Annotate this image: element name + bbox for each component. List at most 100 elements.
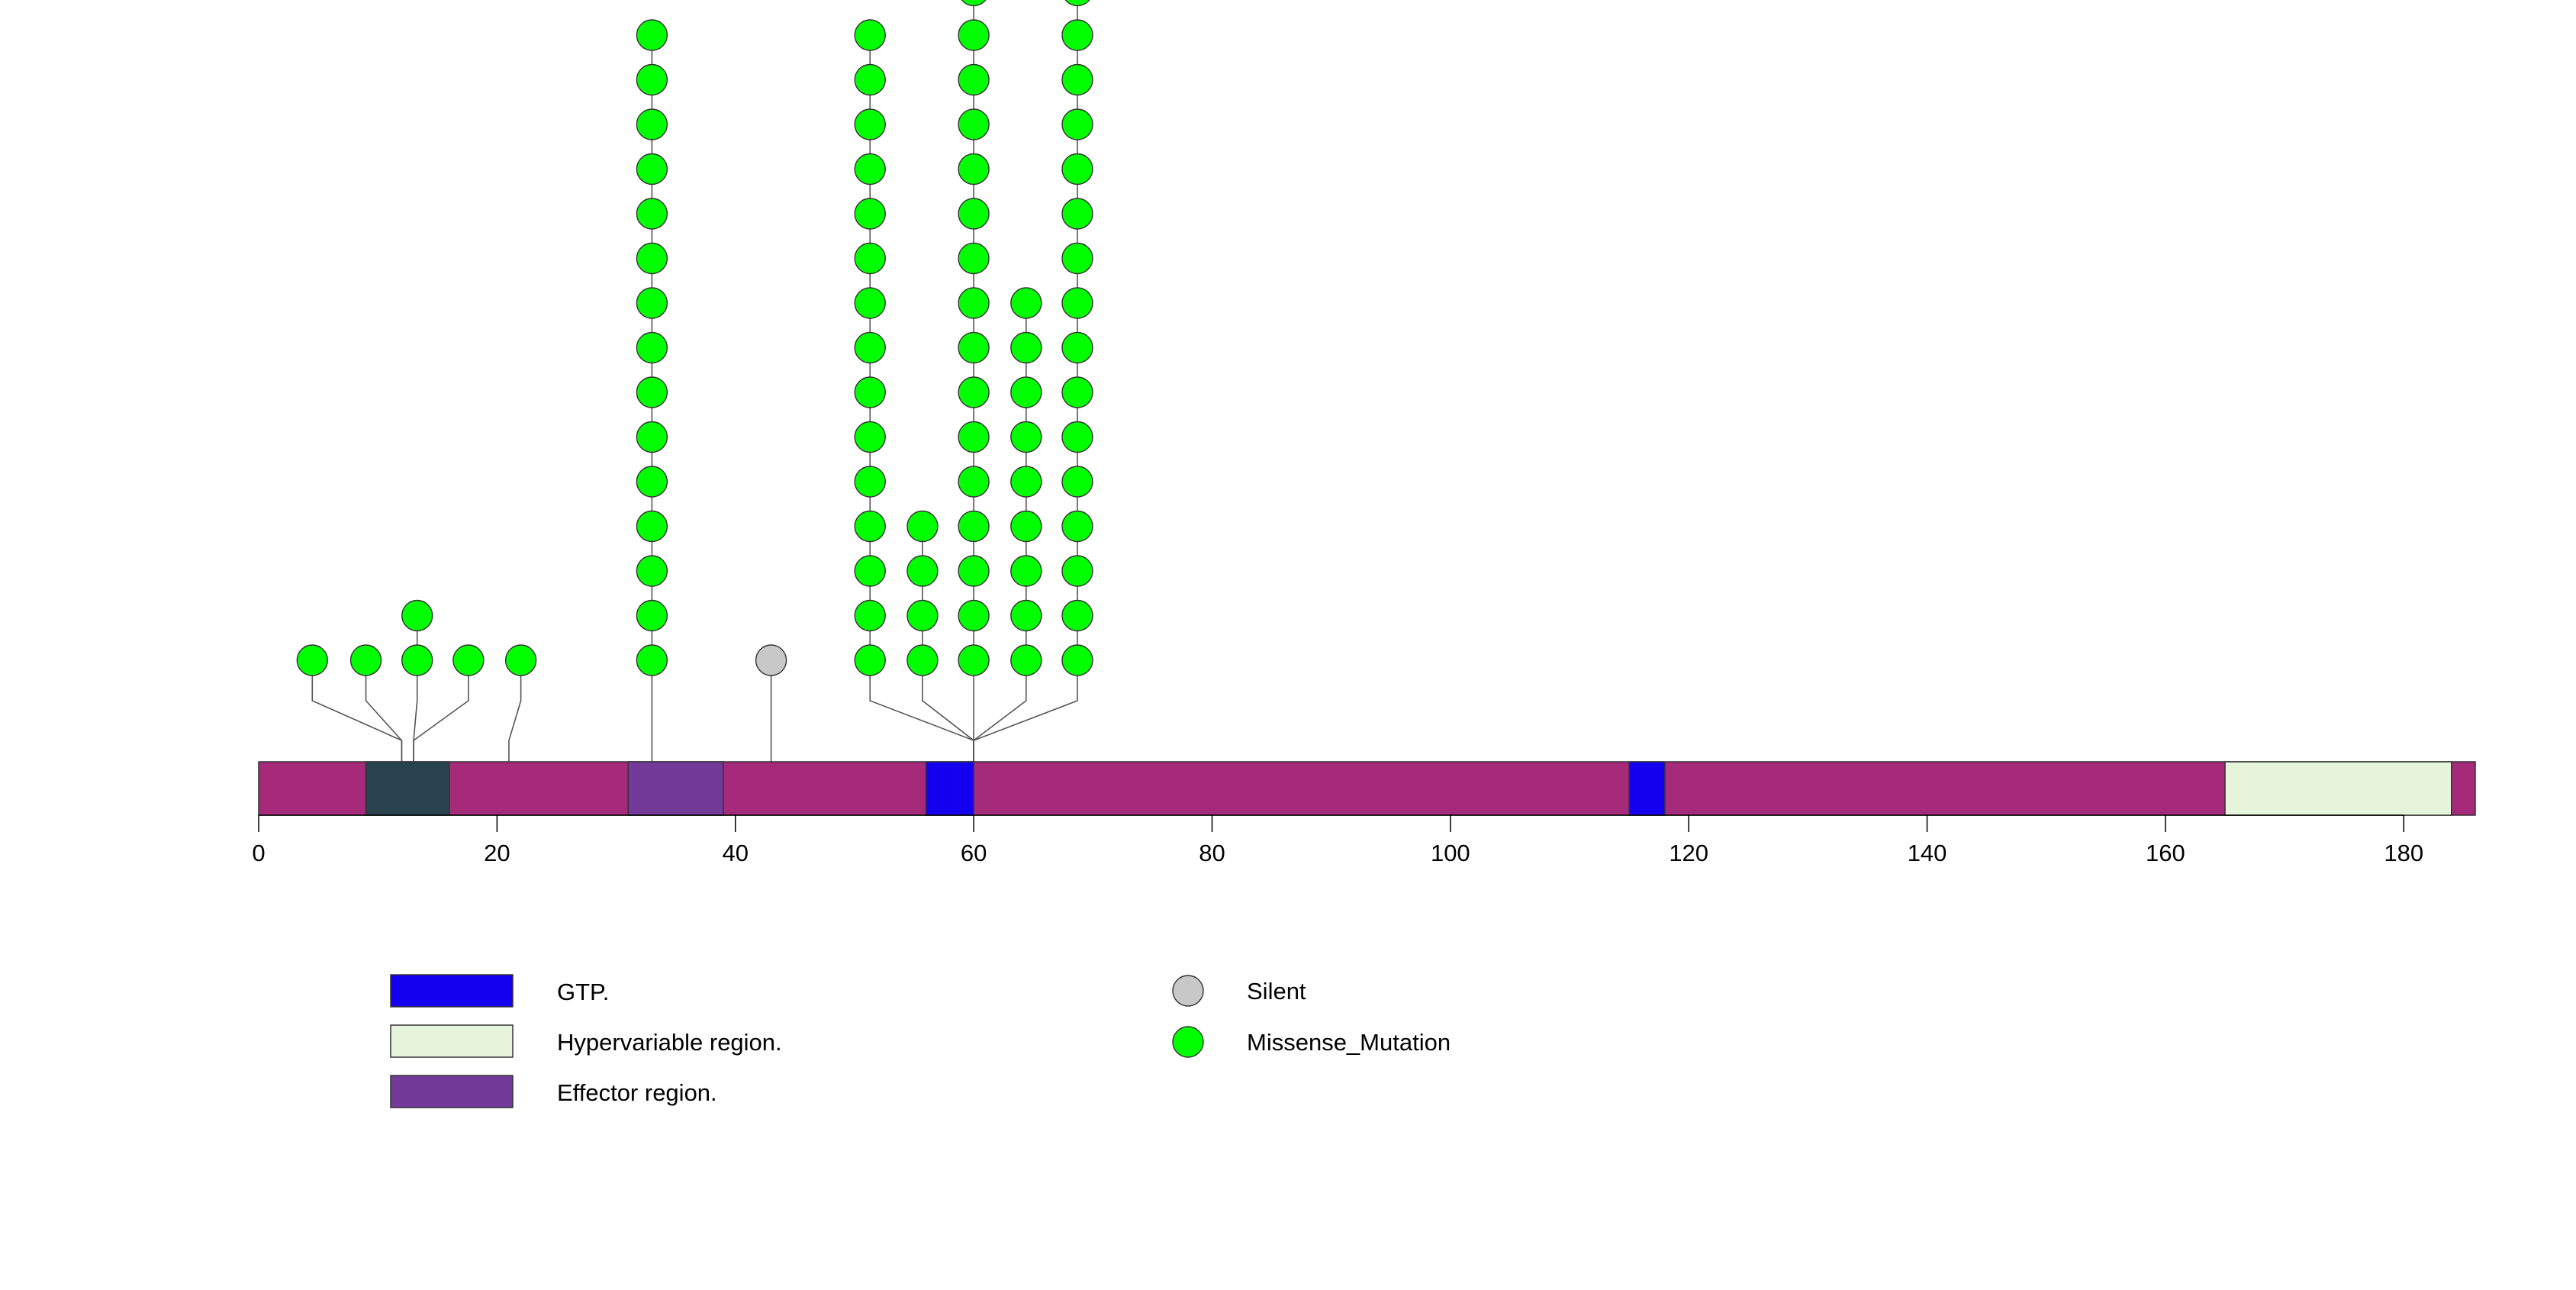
mutation-dot-missense-mutation [1061,331,1093,364]
legend-marker-missense-mutation [1172,1026,1204,1058]
mutation-dot-missense-mutation [1061,153,1093,185]
mutation-dot-missense-mutation [854,555,886,587]
mutation-dot-missense-mutation [1010,555,1042,587]
mutation-dot-missense-mutation [636,376,668,408]
x-axis: 0 20 40 60 80 100 120 140 160 180 [252,814,2423,866]
mutation-dot-missense-mutation [1010,466,1042,498]
mutation-dot-missense-mutation [636,108,668,140]
legend-swatch-effector-region [390,1075,514,1108]
mutation-dot-missense-mutation [854,599,886,632]
mutation-dot-missense-mutation [854,331,886,364]
mutation-dot-missense-mutation [1061,644,1093,676]
legend-label-gtp: GTP. [557,979,609,1005]
mutation-dot-missense-mutation [1010,599,1042,632]
region-gtp-115 [1628,761,1666,816]
mutation-dot-missense-mutation [636,466,668,498]
mutation-dot-missense-mutation [1061,555,1093,587]
mutation-dots [296,0,1093,676]
mutation-dot-missense-mutation [958,153,990,185]
mutation-dot-missense-mutation [958,19,990,51]
region-hypervariable-region-165 [2224,761,2452,816]
mutation-dot-missense-mutation [1064,0,1090,7]
legend-swatch-gtp [390,974,514,1008]
mutation-dot-missense-mutation [958,555,990,587]
mutation-dot-missense-mutation [1061,466,1093,498]
mutation-dot-missense-mutation [958,510,990,543]
mutation-dot-missense-mutation [1061,599,1093,632]
mutation-dot-missense-mutation [1061,19,1093,51]
x-tick-label-120: 120 [1669,840,1708,866]
legend-label-hypervariable-region: Hypervariable region. [557,1029,782,1056]
mutation-dot-missense-mutation [1061,242,1093,275]
x-tick-label-100: 100 [1431,840,1470,866]
region-region-9-16-9 [365,761,450,816]
mutation-dot-missense-mutation [854,63,886,96]
mutation-dot-missense-mutation [854,108,886,140]
mutation-dot-missense-mutation [1061,421,1093,453]
mutation-dot-missense-mutation [958,242,990,275]
x-tick-label-20: 20 [484,840,510,866]
x-tick-label-80: 80 [1199,840,1225,866]
mutation-dot-silent [755,644,787,676]
mutation-dot-missense-mutation [854,421,886,453]
mutation-dot-missense-mutation [854,376,886,408]
mutation-dot-missense-mutation [1061,510,1093,543]
mutation-dot-missense-mutation [854,287,886,319]
protein-backbone [258,761,2476,816]
mutation-dot-missense-mutation [1010,376,1042,408]
mutation-dot-missense-mutation [636,555,668,587]
mutation-dot-missense-mutation [958,599,990,632]
x-tick-label-180: 180 [2384,840,2423,866]
mutation-dot-missense-mutation [349,644,382,676]
x-tick-label-60: 60 [961,840,987,866]
mutation-dot-missense-mutation [636,287,668,319]
legend-label-effector-region: Effector region. [557,1079,717,1106]
mutation-dot-missense-mutation [636,198,668,230]
mutation-dot-missense-mutation [854,466,886,498]
x-tick-label-0: 0 [252,840,265,866]
mutation-dot-missense-mutation [958,644,990,676]
mutation-dot-missense-mutation [958,421,990,453]
mutation-dot-missense-mutation [1061,198,1093,230]
mutation-dot-missense-mutation [906,644,939,676]
mutation-dot-missense-mutation [854,644,886,676]
mutation-dot-missense-mutation [958,287,990,319]
mutation-dot-missense-mutation [636,242,668,275]
mutation-dot-missense-mutation [1010,644,1042,676]
mutation-dot-missense-mutation [636,510,668,543]
mutation-dot-missense-mutation [636,421,668,453]
mutation-dot-missense-mutation [1061,376,1093,408]
legend-label-silent: Silent [1247,978,1306,1005]
x-tick-label-40: 40 [722,840,748,866]
mutation-dot-missense-mutation [1010,331,1042,364]
mutation-dot-missense-mutation [636,599,668,632]
mutation-dot-missense-mutation [906,510,939,543]
mutation-dot-missense-mutation [958,63,990,96]
region-gtp-56 [925,761,974,816]
mutation-dot-missense-mutation [854,242,886,275]
mutation-dot-missense-mutation [958,376,990,408]
mutation-dot-missense-mutation [636,644,668,676]
mutation-dot-missense-mutation [958,198,990,230]
mutation-dot-missense-mutation [906,555,939,587]
mutation-dot-missense-mutation [636,331,668,364]
mutation-dot-missense-mutation [1010,421,1042,453]
mutation-dot-missense-mutation [1061,287,1093,319]
mutation-dot-missense-mutation [296,644,328,676]
mutation-dot-missense-mutation [401,599,433,632]
mutation-dot-missense-mutation [452,644,485,676]
region-effector-region-31 [627,761,724,816]
mutation-dot-missense-mutation [961,0,987,7]
mutation-dot-missense-mutation [1010,287,1042,319]
x-tick-label-140: 140 [1908,840,1947,866]
mutation-dot-missense-mutation [636,63,668,96]
mutation-dot-missense-mutation [401,644,433,676]
mutation-dot-missense-mutation [1010,510,1042,543]
mutation-dot-missense-mutation [504,644,537,676]
mutation-dot-missense-mutation [636,153,668,185]
mutation-dot-missense-mutation [854,198,886,230]
mutation-dot-missense-mutation [636,19,668,51]
mutation-dot-missense-mutation [958,331,990,364]
protein-backbone-group [258,761,2476,816]
